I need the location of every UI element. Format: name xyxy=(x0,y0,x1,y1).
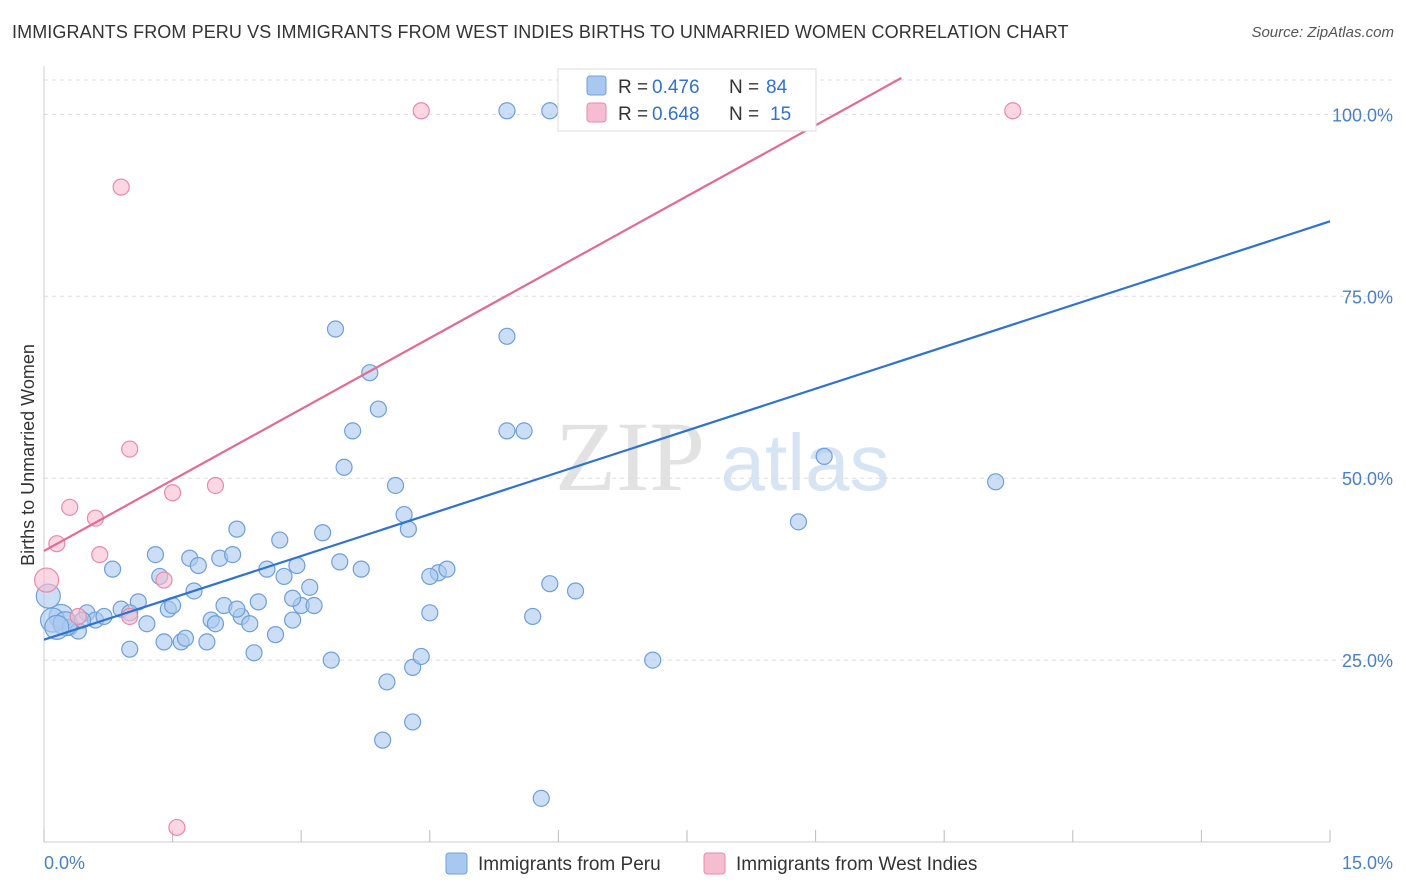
peru-point xyxy=(541,102,559,120)
legend-top-r-label-peru: R = xyxy=(618,77,648,98)
legend-top-n-value-peru: 84 xyxy=(766,77,788,98)
legend-top: R = 0.476 N = 84 R = 0.648 N = 15 xyxy=(557,68,817,132)
peru-point xyxy=(541,575,559,593)
peru-point xyxy=(241,615,259,633)
peru-point xyxy=(369,400,387,418)
wi-point xyxy=(1004,102,1022,120)
peru-point xyxy=(284,611,302,629)
peru-point xyxy=(498,102,516,120)
legend-top-swatch-wi xyxy=(586,102,607,123)
peru-point xyxy=(103,560,122,578)
wi-point xyxy=(155,571,173,589)
peru-point xyxy=(155,633,173,651)
peru-point xyxy=(224,545,242,564)
trend-lines xyxy=(43,77,1331,641)
peru-point xyxy=(335,458,353,476)
peru-point xyxy=(326,320,345,338)
peru-point xyxy=(378,673,396,691)
peru-point xyxy=(228,520,246,538)
y-tick-label: 25.0% xyxy=(1342,651,1393,671)
peru-point xyxy=(815,447,833,465)
legend-top-r-label-wi: R = xyxy=(618,104,648,125)
legend-bottom-swatch-wi xyxy=(703,852,726,875)
peru-point xyxy=(322,651,340,669)
peru-point xyxy=(284,589,302,607)
legend-top-n-value-wi: 15 xyxy=(770,104,791,125)
x-tick-label-min: 0.0% xyxy=(44,853,85,873)
peru-point xyxy=(314,524,332,542)
y-axis-label: Births to Unmarried Women xyxy=(18,344,38,566)
peru-point xyxy=(352,560,370,578)
wi-point xyxy=(206,476,225,495)
peru-point xyxy=(121,640,139,658)
watermark-zip: ZIP xyxy=(555,401,705,512)
y-tick-label: 50.0% xyxy=(1342,469,1393,489)
peru-point xyxy=(344,422,362,440)
peru-point xyxy=(249,593,267,611)
peru-point xyxy=(228,600,246,618)
legend-top-r-value-peru: 0.476 xyxy=(652,77,700,98)
peru-point xyxy=(386,476,405,495)
wi-trend-line xyxy=(43,77,902,552)
wi-points xyxy=(33,102,1022,837)
y-tick-label: 100.0% xyxy=(1332,105,1393,125)
legend-bottom-swatch-peru xyxy=(445,852,468,875)
peru-point xyxy=(198,633,216,651)
peru-point xyxy=(138,615,156,633)
peru-point xyxy=(498,422,516,440)
wi-point xyxy=(69,607,87,626)
peru-point xyxy=(245,644,263,662)
peru-point xyxy=(644,651,662,669)
legend-bottom-label-wi: Immigrants from West Indies xyxy=(736,854,977,875)
y-tick-label: 75.0% xyxy=(1342,287,1393,307)
peru-point xyxy=(987,473,1005,491)
legend-top-n-label-wi: N = xyxy=(729,104,759,125)
wi-point xyxy=(164,484,182,502)
wi-point xyxy=(112,178,130,196)
legend-bottom: Immigrants from Peru Immigrants from Wes… xyxy=(445,852,977,875)
x-tick-label-max: 15.0% xyxy=(1342,853,1393,873)
peru-point xyxy=(421,567,439,586)
peru-point xyxy=(438,560,456,578)
chart-source: Source: ZipAtlas.com xyxy=(1251,24,1394,41)
legend-top-r-value-wi: 0.648 xyxy=(652,104,700,125)
peru-point xyxy=(206,615,225,633)
peru-point xyxy=(412,647,430,666)
legend-top-n-label-peru: N = xyxy=(729,77,759,98)
wi-point xyxy=(168,818,186,837)
peru-point xyxy=(305,596,323,615)
wi-point xyxy=(61,498,79,516)
x-axis xyxy=(43,66,1331,843)
wi-point xyxy=(412,102,430,120)
peru-point xyxy=(271,531,289,549)
peru-point xyxy=(301,578,319,596)
peru-point xyxy=(566,582,585,600)
peru-point xyxy=(275,567,293,586)
peru-point xyxy=(524,607,542,626)
peru-point xyxy=(515,422,533,440)
peru-point xyxy=(331,553,349,571)
watermark-atlas: atlas xyxy=(721,418,890,507)
peru-point xyxy=(266,626,285,644)
y-tick-labels: 25.0% 50.0% 75.0% 100.0% xyxy=(1332,105,1393,671)
legend-top-swatch-peru xyxy=(586,75,607,96)
peru-point xyxy=(404,713,422,731)
peru-point xyxy=(789,513,808,531)
peru-point xyxy=(374,731,392,749)
peru-point xyxy=(498,327,516,345)
peru-point xyxy=(421,604,439,622)
wi-point xyxy=(91,545,109,564)
peru-point xyxy=(532,789,550,807)
peru-point xyxy=(146,545,165,564)
chart-title: IMMIGRANTS FROM PERU VS IMMIGRANTS FROM … xyxy=(12,22,1069,42)
peru-trend-line xyxy=(43,220,1331,641)
peru-point xyxy=(189,556,207,575)
wi-point xyxy=(121,440,139,458)
wi-point xyxy=(33,567,60,593)
legend-bottom-label-peru: Immigrants from Peru xyxy=(478,854,661,875)
peru-point xyxy=(176,629,195,647)
